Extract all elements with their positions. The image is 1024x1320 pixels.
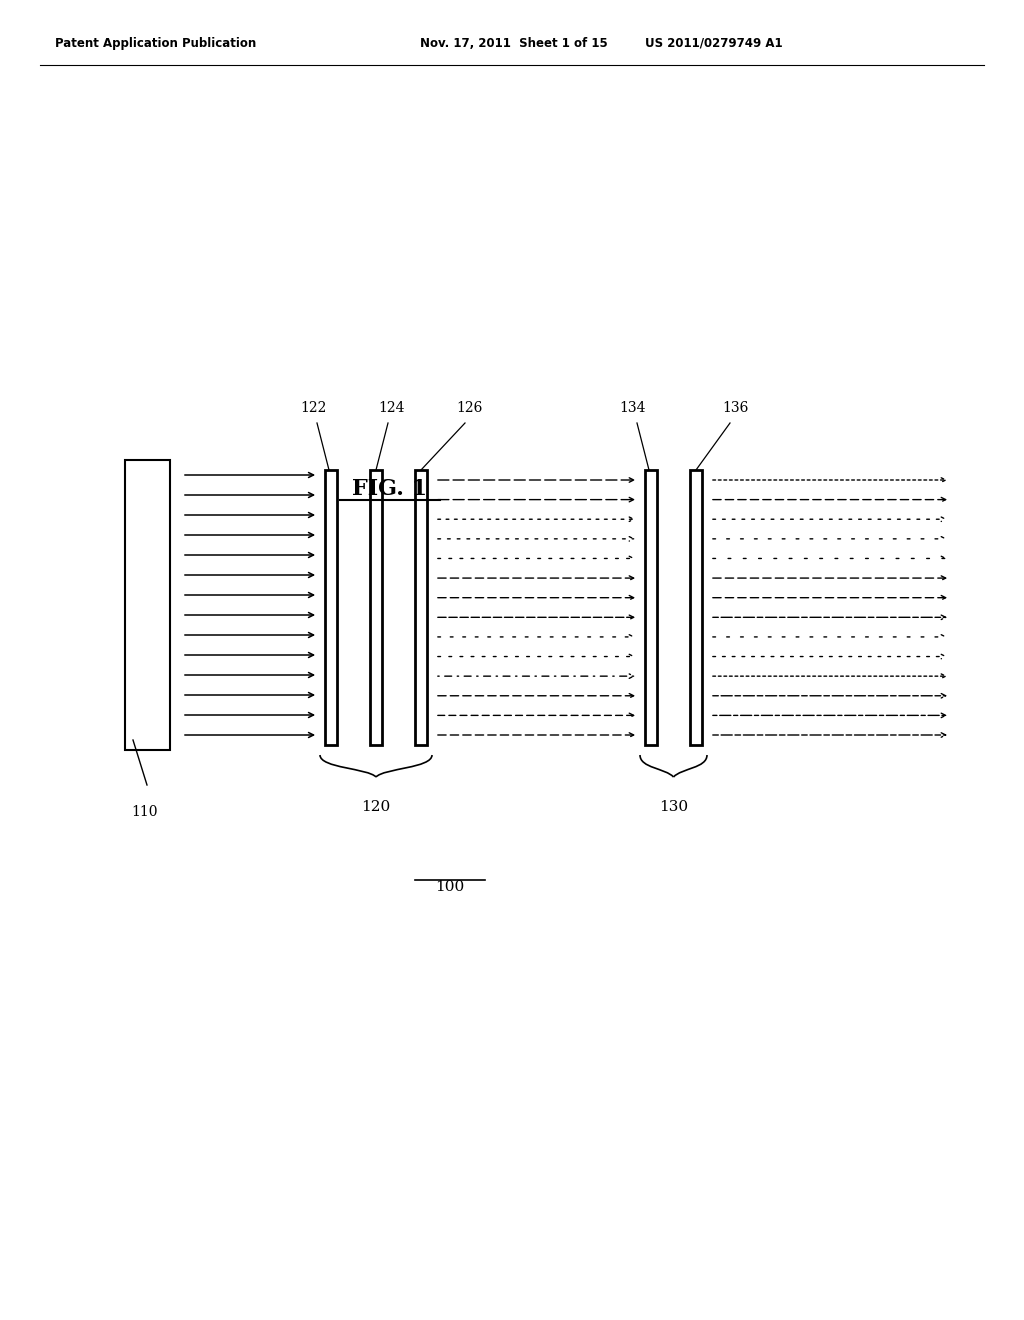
Bar xyxy=(690,470,702,744)
Text: 110: 110 xyxy=(132,805,159,818)
Bar xyxy=(370,470,382,744)
Text: US 2011/0279749 A1: US 2011/0279749 A1 xyxy=(645,37,782,50)
Text: Nov. 17, 2011  Sheet 1 of 15: Nov. 17, 2011 Sheet 1 of 15 xyxy=(420,37,608,50)
Text: 136: 136 xyxy=(722,401,749,414)
Bar xyxy=(415,470,427,744)
Text: 134: 134 xyxy=(620,401,646,414)
Text: 126: 126 xyxy=(457,401,483,414)
Text: FIG. 1: FIG. 1 xyxy=(352,478,428,500)
Bar xyxy=(125,459,170,750)
Text: 100: 100 xyxy=(435,880,465,894)
Text: 120: 120 xyxy=(361,800,390,814)
Text: Patent Application Publication: Patent Application Publication xyxy=(55,37,256,50)
Text: 122: 122 xyxy=(300,401,327,414)
Text: 130: 130 xyxy=(658,800,688,814)
Bar xyxy=(325,470,337,744)
Text: 124: 124 xyxy=(379,401,406,414)
Bar xyxy=(645,470,657,744)
